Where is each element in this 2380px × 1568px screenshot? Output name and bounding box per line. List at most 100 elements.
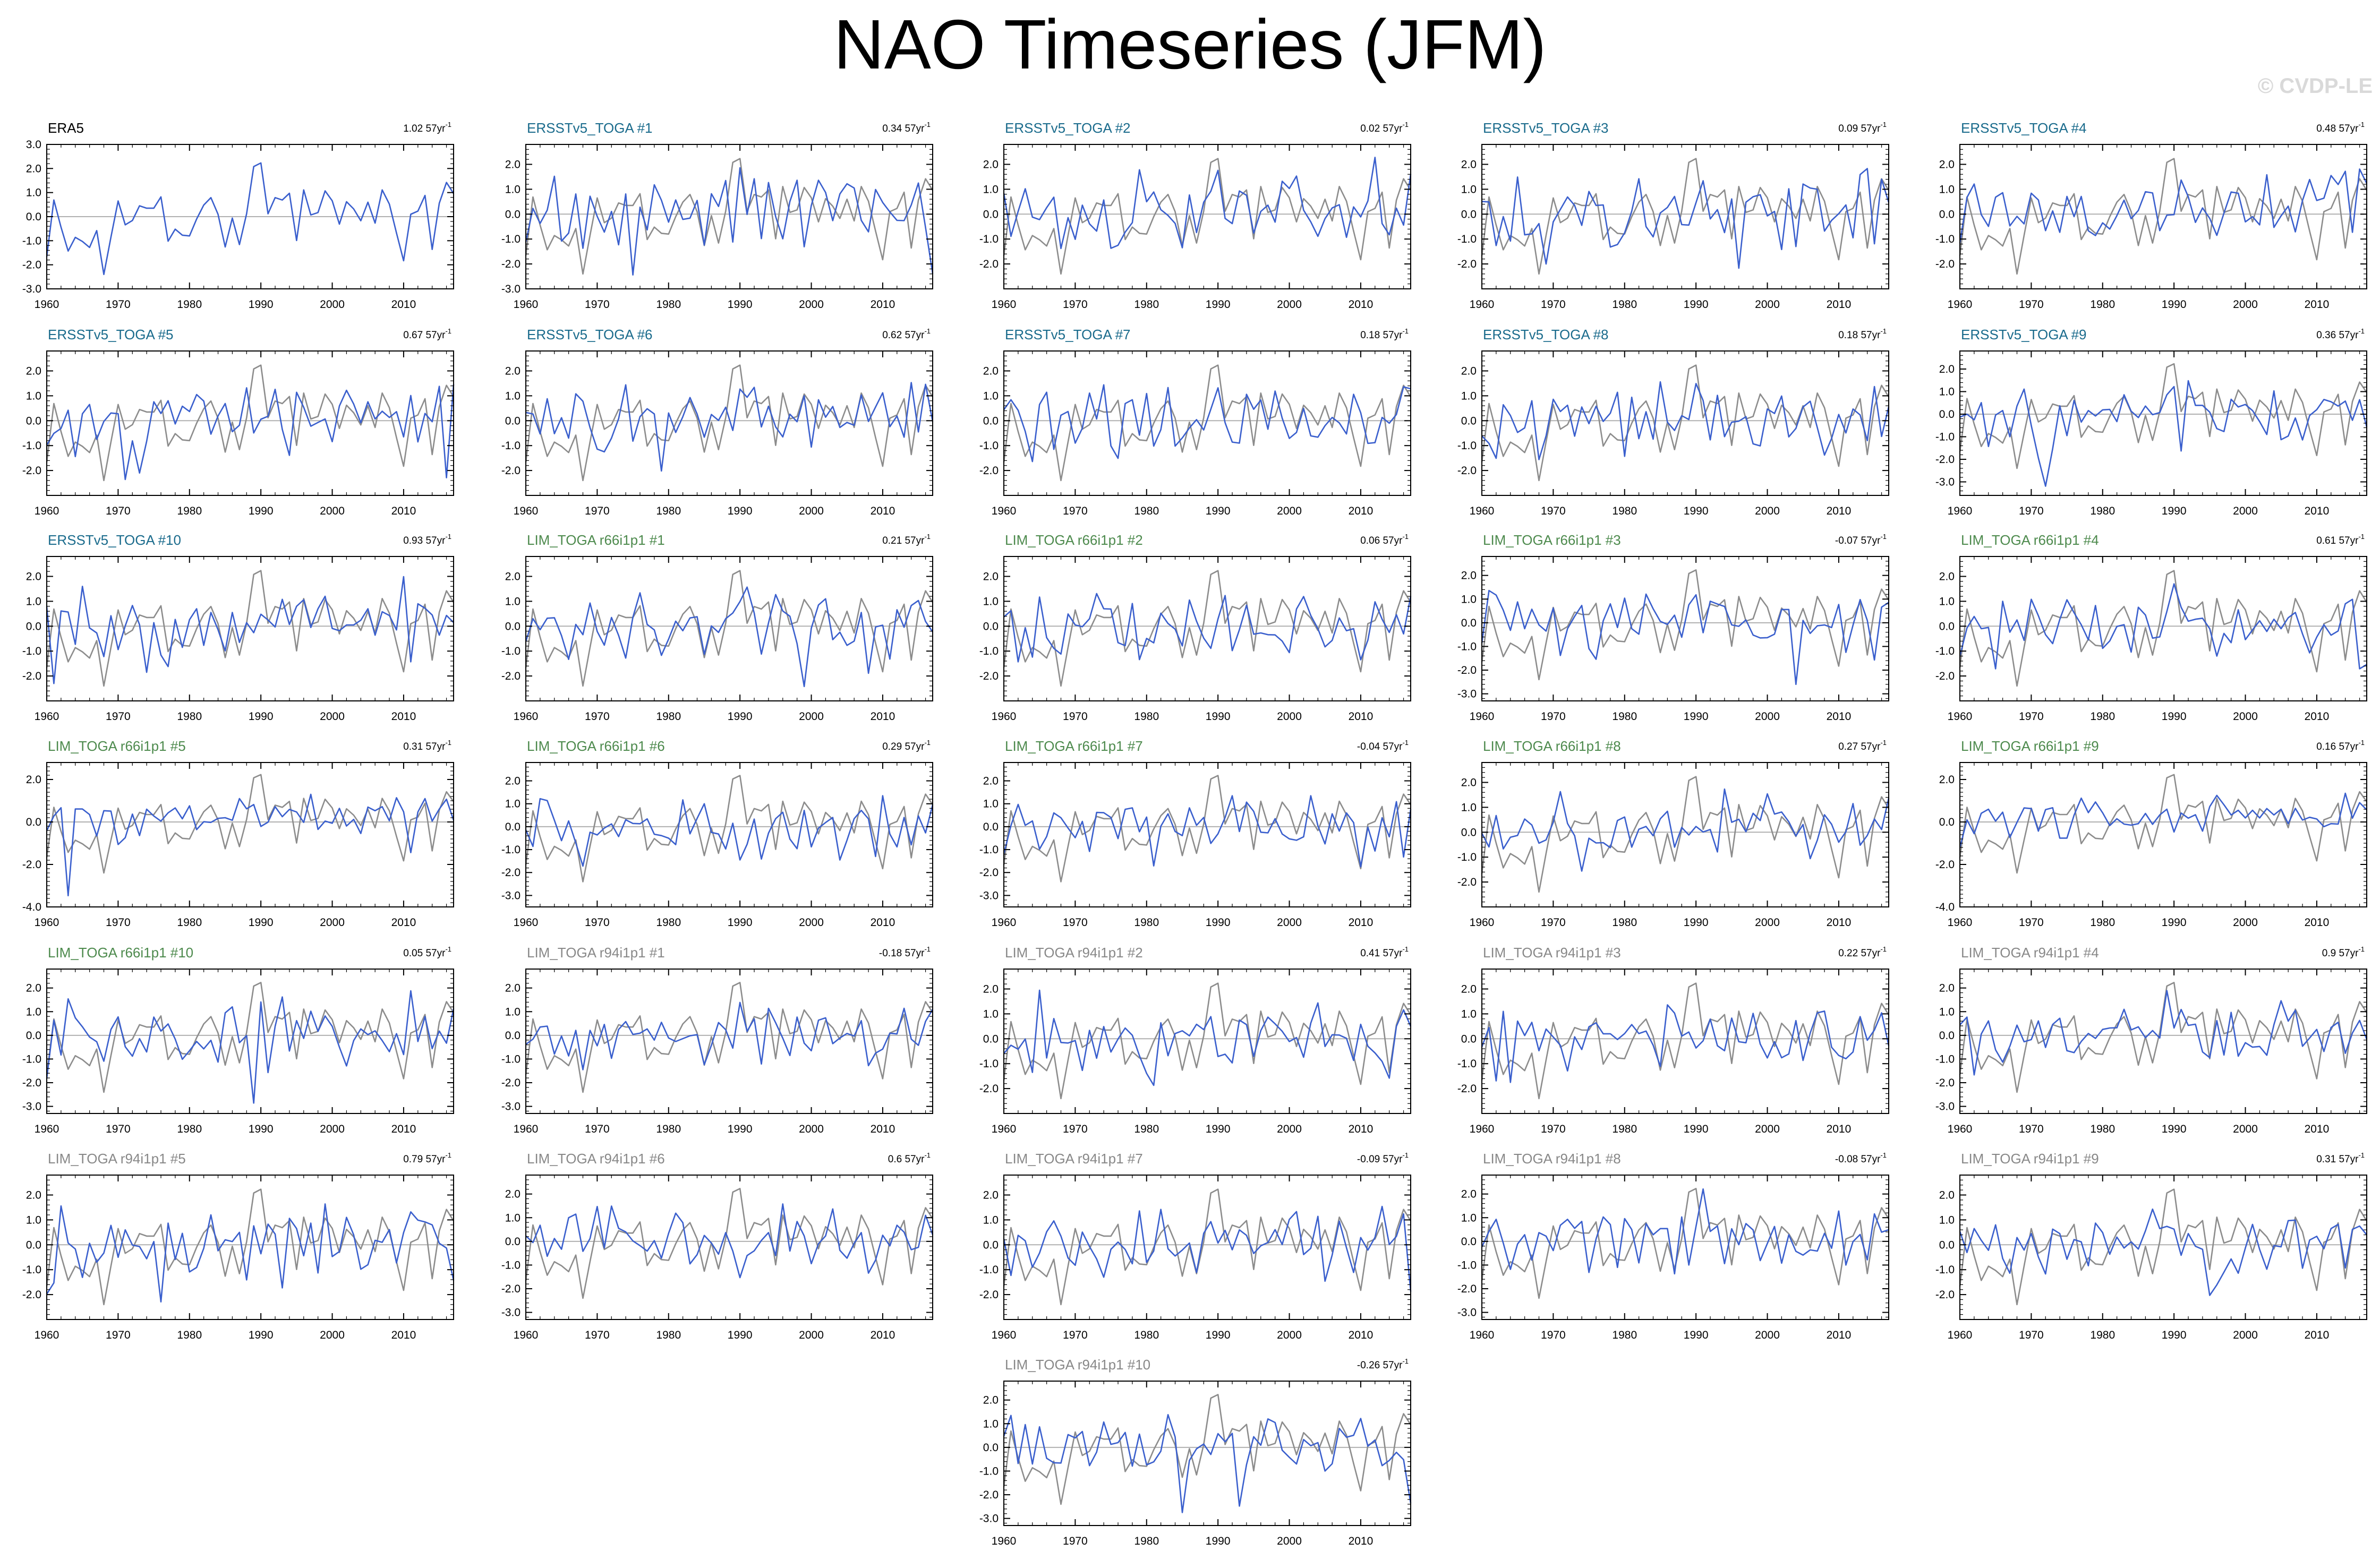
y-tick-label: -1.0	[22, 1264, 41, 1276]
trend-label: 0.34 57yr-1	[882, 121, 931, 134]
y-tick-label: 0.0	[1939, 816, 1955, 828]
x-tick-label: 1980	[2090, 1123, 2115, 1135]
panel-title: ERSSTv5_TOGA #2	[1005, 120, 1131, 136]
x-tick-label: 2000	[1277, 298, 1302, 311]
y-tick-label: 0.0	[983, 415, 999, 427]
y-tick-label: -1.0	[1935, 1264, 1955, 1276]
y-tick-label: 0.0	[1939, 208, 1955, 220]
x-tick-label: 1990	[249, 505, 274, 517]
x-tick-label: 1980	[177, 505, 202, 517]
y-tick-label: -3.0	[1935, 1101, 1955, 1113]
x-tick-label: 1970	[1063, 1123, 1088, 1135]
x-tick-label: 1970	[1063, 1329, 1088, 1341]
panel-title: LIM_TOGA r66i1p1 #10	[48, 945, 193, 961]
y-tick-label: 0.0	[26, 1239, 41, 1251]
y-tick-label: 2.0	[983, 571, 999, 583]
panel-title: LIM_TOGA r94i1p1 #6	[527, 1151, 665, 1167]
y-tick-label: 0.0	[1461, 208, 1477, 220]
plot-frame	[525, 762, 933, 907]
panel-title: LIM_TOGA r66i1p1 #1	[527, 532, 665, 548]
x-tick-label: 1960	[1470, 710, 1495, 723]
x-tick-label: 2010	[1349, 916, 1374, 929]
x-tick-label: 1990	[728, 505, 753, 517]
model-series-line	[1959, 583, 2367, 670]
y-tick-label: -1.0	[501, 233, 521, 245]
trend-label: 0.61 57yr-1	[2316, 533, 2365, 546]
y-tick-label: 0.0	[26, 1030, 41, 1042]
observed-series-line	[525, 775, 934, 882]
model-series-line	[1481, 589, 1889, 686]
y-tick-label: 1.0	[26, 595, 41, 607]
x-tick-label: 1990	[249, 1123, 274, 1135]
x-tick-label: 1980	[177, 1329, 202, 1341]
x-tick-label: 2010	[871, 1123, 895, 1135]
y-tick-label: -3.0	[501, 889, 521, 902]
x-tick-label: 1980	[2090, 298, 2115, 311]
y-tick-label: 2.0	[983, 775, 999, 787]
x-tick-label: 2010	[1349, 1329, 1374, 1341]
plot-frame	[525, 144, 933, 289]
x-tick-label: 1960	[514, 505, 539, 517]
x-tick-label: 2010	[871, 298, 895, 311]
x-tick-label: 1980	[1612, 710, 1637, 723]
x-tick-label: 1970	[1063, 505, 1088, 517]
x-tick-label: 1970	[2019, 1329, 2044, 1341]
y-tick-label: 1.0	[505, 390, 521, 402]
plot-frame	[1003, 144, 1411, 289]
y-tick-label: -3.0	[501, 1307, 521, 1319]
observed-series-line	[1959, 570, 2368, 687]
x-tick-label: 1960	[992, 1123, 1017, 1135]
trend-label: -0.04 57yr-1	[1357, 739, 1409, 752]
x-tick-label: 2010	[871, 710, 895, 723]
y-tick-label: 0.0	[26, 816, 41, 828]
observed-series-line	[525, 1188, 934, 1299]
observed-series-line	[525, 364, 934, 482]
y-tick-label: 0.0	[1461, 617, 1477, 629]
observed-series-line	[1959, 982, 2368, 1093]
x-tick-label: 1960	[514, 1329, 539, 1341]
y-tick-label: 1.0	[26, 187, 41, 199]
y-tick-label: 0.0	[983, 821, 999, 833]
x-tick-label: 2010	[1827, 1123, 1852, 1135]
y-tick-label: -2.0	[22, 465, 41, 477]
y-tick-label: 0.0	[983, 1442, 999, 1454]
y-tick-label: 0.0	[505, 620, 521, 632]
y-tick-label: 1.0	[1461, 1008, 1477, 1020]
y-tick-label: 1.0	[983, 183, 999, 195]
x-tick-label: 1980	[656, 1329, 681, 1341]
panel-title: LIM_TOGA r66i1p1 #3	[1483, 532, 1621, 548]
x-tick-label: 2000	[799, 916, 824, 929]
x-tick-label: 1970	[585, 916, 610, 929]
observed-series-line	[46, 982, 455, 1093]
x-tick-label: 2010	[1349, 1535, 1374, 1547]
y-tick-label: -1.0	[979, 1058, 999, 1070]
model-series-line	[46, 990, 455, 1104]
model-series-line	[1959, 380, 2368, 487]
x-tick-label: 2000	[2233, 1329, 2258, 1341]
x-tick-label: 2000	[320, 710, 345, 723]
observed-series-line	[46, 570, 455, 687]
trend-label: 0.41 57yr-1	[1360, 945, 1409, 959]
x-tick-label: 1970	[2019, 916, 2044, 929]
panel-title: LIM_TOGA r94i1p1 #1	[527, 945, 665, 961]
watermark: © CVDP-LE	[2257, 74, 2373, 98]
y-tick-label: 0.0	[983, 620, 999, 632]
observed-series-line	[525, 982, 934, 1093]
panel-title: ERSSTv5_TOGA #7	[1005, 327, 1131, 342]
y-tick-label: -2.0	[501, 1077, 521, 1089]
x-tick-label: 2000	[320, 505, 345, 517]
observed-series-line	[1959, 1188, 2368, 1306]
panel-title: ERSSTv5_TOGA #6	[527, 327, 653, 342]
x-tick-label: 2000	[799, 710, 824, 723]
y-tick-label: -3.0	[22, 1101, 41, 1113]
y-tick-label: -1.0	[1935, 431, 1955, 443]
x-tick-label: 2010	[1827, 710, 1852, 723]
observed-series-line	[1481, 982, 1890, 1100]
